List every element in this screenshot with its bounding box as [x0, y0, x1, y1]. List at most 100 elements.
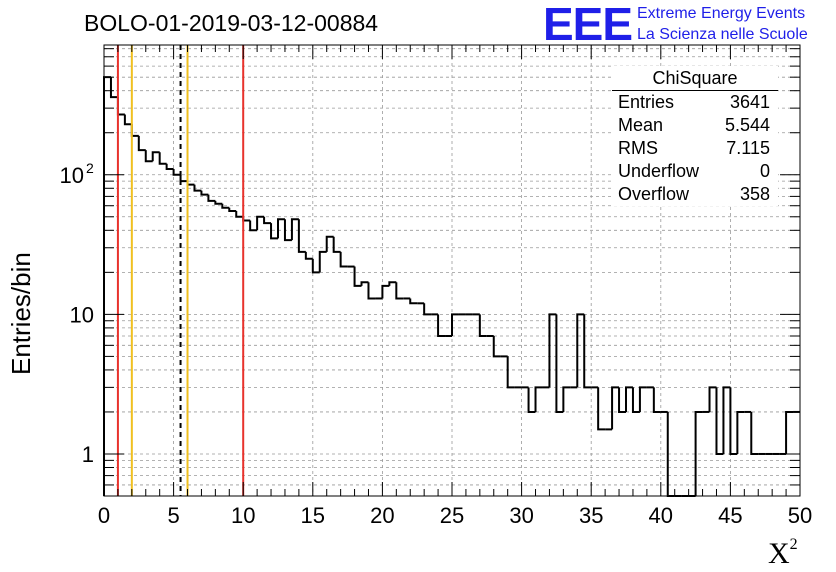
histogram-bin — [144, 150, 153, 163]
histogram-bin — [151, 151, 160, 162]
y-tick-label: 10 — [60, 163, 84, 188]
grid-lines — [104, 45, 800, 497]
histogram-bin — [492, 335, 501, 358]
histogram-bin — [116, 97, 125, 116]
x-tick-label: 0 — [98, 503, 110, 528]
stats-label: Entries — [618, 92, 675, 112]
histogram-bin — [785, 410, 794, 454]
histogram-bin — [311, 258, 320, 274]
histogram-bin — [652, 387, 661, 413]
stats-row-mean: Mean 5.544 — [612, 114, 778, 137]
histogram-bin — [367, 282, 376, 300]
histogram-bin — [109, 77, 118, 99]
stats-title: ChiSquare — [612, 66, 778, 91]
histogram-bin — [235, 211, 244, 218]
histogram-bin — [576, 313, 585, 388]
histogram-bin — [283, 219, 292, 242]
stats-value: 358 — [739, 184, 770, 204]
histogram-bin — [221, 203, 230, 209]
histogram-bin — [256, 215, 265, 231]
stats-value: 5.544 — [724, 115, 770, 135]
histogram-bin — [395, 282, 404, 300]
histogram-bin — [562, 386, 571, 412]
histogram-bin — [207, 194, 216, 202]
histogram-bin — [638, 386, 647, 412]
histogram-bin — [729, 387, 738, 455]
histogram-bin — [506, 356, 515, 389]
stats-row-underflow: Underflow 0 — [612, 160, 778, 183]
histogram-bin — [277, 218, 285, 239]
histogram-bin — [103, 76, 111, 496]
histogram-bin — [527, 387, 536, 413]
x-tick-label: 25 — [440, 503, 464, 528]
histogram-bin — [179, 174, 188, 183]
histogram-bin — [214, 200, 223, 205]
stats-row-overflow: Overflow 358 — [612, 183, 778, 206]
x-tick-label: 5 — [167, 503, 179, 528]
histogram-bin — [130, 124, 139, 137]
histogram-bin — [715, 387, 724, 455]
stats-box: ChiSquare Entries 3641 Mean 5.544 RMS 7.115… — [612, 66, 778, 206]
x-tick-label: 10 — [231, 503, 255, 528]
x-tick-label: 40 — [649, 503, 673, 528]
histogram-bin — [123, 114, 132, 126]
x-tick-label: 15 — [301, 503, 325, 528]
histogram-bin — [694, 410, 703, 496]
histogram-bin — [597, 387, 606, 431]
histogram-bin — [631, 387, 640, 413]
histogram-bin — [304, 251, 313, 260]
x-tick-label: 50 — [788, 503, 812, 528]
histogram-bin — [534, 386, 543, 412]
marker-lines — [116, 45, 245, 496]
x-axis-label-base: X — [768, 537, 790, 570]
histogram-bin — [611, 386, 620, 430]
stats-label: Overflow — [618, 184, 690, 204]
stats-label: Underflow — [618, 161, 700, 181]
logo-line-2: La Scienza nelle Scuole — [637, 26, 808, 43]
histogram-bin — [722, 386, 731, 454]
histogram-bin — [318, 250, 327, 273]
histogram-bin — [270, 223, 278, 240]
x-axis-label-sup: 2 — [789, 536, 798, 553]
histogram-bin — [736, 410, 745, 454]
histogram-bin — [242, 216, 251, 222]
histogram-bin — [437, 314, 446, 337]
histogram-bin — [290, 218, 299, 241]
histogram-bin — [200, 190, 209, 196]
stats-label: Mean — [618, 115, 664, 135]
histogram-bin — [451, 313, 459, 336]
y-axis-label: Entries/bin — [6, 252, 36, 375]
histogram-bin — [750, 411, 759, 455]
histogram-bin — [158, 152, 167, 165]
histogram-bin — [339, 251, 348, 268]
histogram-bin — [583, 314, 592, 389]
y-tick-label: 10 — [70, 302, 94, 327]
histogram-bin — [332, 236, 341, 253]
plot-frame — [103, 44, 801, 497]
histogram-bin — [388, 281, 397, 286]
axis-ticks — [103, 45, 801, 497]
x-tick-label: 30 — [509, 503, 533, 528]
histogram-bin — [172, 168, 181, 176]
histogram-bin — [625, 386, 633, 412]
stats-value: 3641 — [729, 92, 770, 112]
logo-mark: EEE — [543, 0, 633, 50]
histogram-bin — [478, 314, 487, 337]
histogram-bin — [165, 163, 174, 170]
histogram-bin — [228, 207, 237, 213]
x-tick-label: 20 — [370, 503, 394, 528]
logo-line-1: Extreme Energy Events — [637, 5, 806, 22]
histogram-bin — [325, 235, 334, 252]
x-axis-label: X2 — [768, 536, 798, 571]
x-tick-label: 45 — [718, 503, 742, 528]
histogram-bin — [353, 266, 362, 287]
histogram-bin — [548, 313, 557, 388]
x-tick-label: 35 — [579, 503, 603, 528]
histogram-bin — [137, 135, 146, 152]
histogram-bin — [423, 303, 432, 316]
histogram-bin — [618, 387, 626, 413]
stats-label: RMS — [618, 138, 658, 158]
stats-value: 7.115 — [726, 138, 770, 158]
